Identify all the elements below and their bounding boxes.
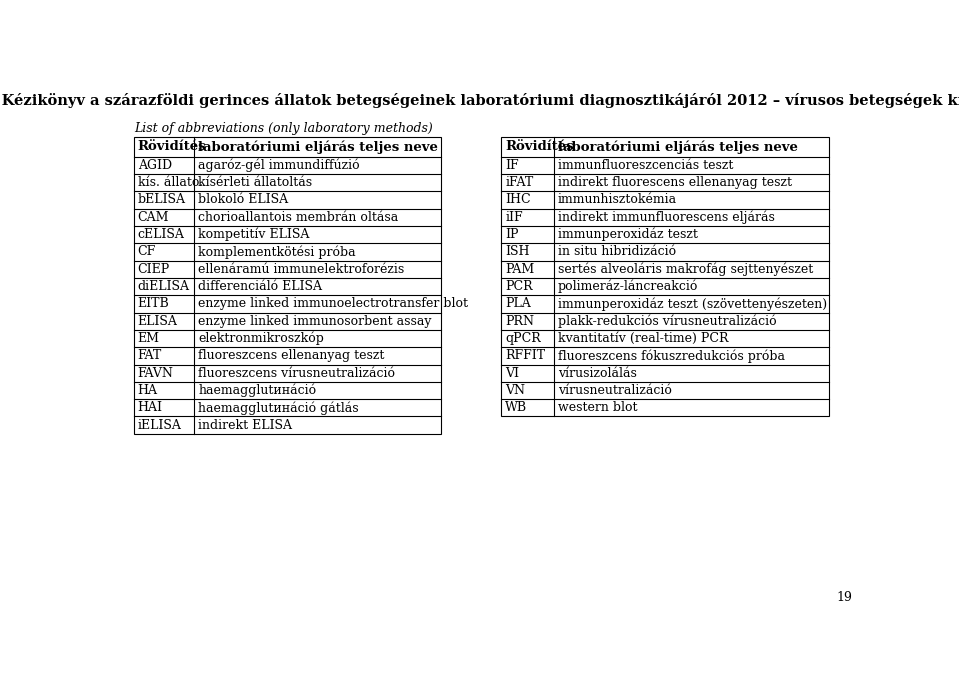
Text: fluoreszcens ellenanyag teszt: fluoreszcens ellenanyag teszt bbox=[199, 349, 385, 362]
Text: CAM: CAM bbox=[138, 211, 169, 224]
Text: polimeráz-láncreakció: polimeráz-láncreakció bbox=[558, 280, 698, 294]
Text: kompetitív ELISA: kompetitív ELISA bbox=[199, 228, 310, 241]
Text: vírusneutralizáció: vírusneutralizáció bbox=[558, 384, 671, 397]
Text: immunfluoreszcenciás teszt: immunfluoreszcenciás teszt bbox=[558, 158, 733, 172]
Text: immunperoxidáz teszt (szövettenyészeten): immunperoxidáz teszt (szövettenyészeten) bbox=[558, 297, 827, 311]
Text: ISH: ISH bbox=[505, 245, 529, 258]
Text: FAVN: FAVN bbox=[138, 367, 174, 380]
Text: IHC: IHC bbox=[505, 194, 530, 207]
Text: laboratóriumi eljárás teljes neve: laboratóriumi eljárás teljes neve bbox=[199, 141, 438, 154]
Text: CF: CF bbox=[138, 245, 156, 258]
Text: qPCR: qPCR bbox=[505, 332, 541, 345]
Text: FAT: FAT bbox=[138, 349, 162, 362]
Text: differenciáló ELISA: differenciáló ELISA bbox=[199, 280, 322, 293]
Text: blokoló ELISA: blokoló ELISA bbox=[199, 194, 289, 207]
Text: Rövidítés: Rövidítés bbox=[505, 141, 573, 154]
Text: iFAT: iFAT bbox=[505, 176, 533, 189]
Text: 19: 19 bbox=[836, 591, 853, 604]
Text: vírusizolálás: vírusizolálás bbox=[558, 367, 637, 380]
Text: chorioallantois membrán oltása: chorioallantois membrán oltása bbox=[199, 211, 398, 224]
Text: laboratóriumi eljárás teljes neve: laboratóriumi eljárás teljes neve bbox=[558, 141, 798, 154]
Text: IF: IF bbox=[505, 158, 519, 172]
Text: western blot: western blot bbox=[558, 401, 637, 414]
Text: komplementkötési próba: komplementkötési próba bbox=[199, 245, 356, 258]
Text: PCR: PCR bbox=[505, 280, 532, 293]
Text: Rövidítés: Rövidítés bbox=[138, 141, 206, 154]
Text: kísérleti állatoltás: kísérleti állatoltás bbox=[199, 176, 313, 189]
Text: OIE Kézikönyv a szárazföldi gerinces állatok betegségeinek laboratóriumi diagnos: OIE Kézikönyv a szárazföldi gerinces áll… bbox=[0, 94, 959, 108]
Text: enzyme linked immunoelectrotransfer blot: enzyme linked immunoelectrotransfer blot bbox=[199, 298, 468, 310]
Bar bbox=[134, 137, 441, 434]
Text: immunperoxidáz teszt: immunperoxidáz teszt bbox=[558, 228, 697, 241]
Text: IP: IP bbox=[505, 228, 519, 241]
Text: List of abbreviations (only laboratory methods): List of abbreviations (only laboratory m… bbox=[134, 122, 433, 135]
Text: cELISA: cELISA bbox=[138, 228, 184, 241]
Text: elektronmikroszkóp: elektronmikroszkóp bbox=[199, 332, 324, 345]
Text: fluoreszcens fókuszredukciós próba: fluoreszcens fókuszredukciós próba bbox=[558, 349, 784, 362]
Text: plakk-redukciós vírusneutralizáció: plakk-redukciós vírusneutralizáció bbox=[558, 314, 777, 328]
Text: iELISA: iELISA bbox=[138, 419, 181, 431]
Text: agaróz-gél immundiffúzió: agaróz-gél immundiffúzió bbox=[199, 158, 360, 172]
Text: WB: WB bbox=[505, 401, 527, 414]
Text: HA: HA bbox=[138, 384, 157, 397]
Text: sertés alveoláris makrofág sejttenyészet: sertés alveoláris makrofág sejttenyészet bbox=[558, 263, 813, 276]
Text: haemagglutинáció: haemagglutинáció bbox=[199, 384, 316, 398]
Text: VN: VN bbox=[505, 384, 525, 397]
Text: PRN: PRN bbox=[505, 315, 534, 328]
Text: indirekt immunfluorescens eljárás: indirekt immunfluorescens eljárás bbox=[558, 210, 775, 224]
Text: iIF: iIF bbox=[505, 211, 523, 224]
Bar bbox=[502, 137, 829, 416]
Text: diELISA: diELISA bbox=[138, 280, 190, 293]
Text: ellenáramú immunelektroforézis: ellenáramú immunelektroforézis bbox=[199, 263, 405, 276]
Text: enzyme linked immunosorbent assay: enzyme linked immunosorbent assay bbox=[199, 315, 432, 328]
Text: EITB: EITB bbox=[138, 298, 170, 310]
Text: immunhisztokémia: immunhisztokémia bbox=[558, 194, 677, 207]
Text: PAM: PAM bbox=[505, 263, 534, 276]
Text: indirekt fluorescens ellenanyag teszt: indirekt fluorescens ellenanyag teszt bbox=[558, 176, 792, 189]
Text: RFFIT: RFFIT bbox=[505, 349, 545, 362]
Text: kvantitatív (real-time) PCR: kvantitatív (real-time) PCR bbox=[558, 332, 728, 345]
Text: AGID: AGID bbox=[138, 158, 172, 172]
Text: PLA: PLA bbox=[505, 298, 530, 310]
Text: bELISA: bELISA bbox=[138, 194, 186, 207]
Text: HAI: HAI bbox=[138, 401, 163, 414]
Text: haemagglutинáció gátlás: haemagglutинáció gátlás bbox=[199, 401, 359, 415]
Text: kís. állato.: kís. állato. bbox=[138, 176, 202, 189]
Text: VI: VI bbox=[505, 367, 519, 380]
Text: indirekt ELISA: indirekt ELISA bbox=[199, 419, 292, 431]
Text: fluoreszcens vírusneutralizáció: fluoreszcens vírusneutralizáció bbox=[199, 367, 395, 380]
Text: ELISA: ELISA bbox=[138, 315, 177, 328]
Text: in situ hibridizáció: in situ hibridizáció bbox=[558, 245, 676, 258]
Text: EM: EM bbox=[138, 332, 160, 345]
Text: CIEP: CIEP bbox=[138, 263, 170, 276]
